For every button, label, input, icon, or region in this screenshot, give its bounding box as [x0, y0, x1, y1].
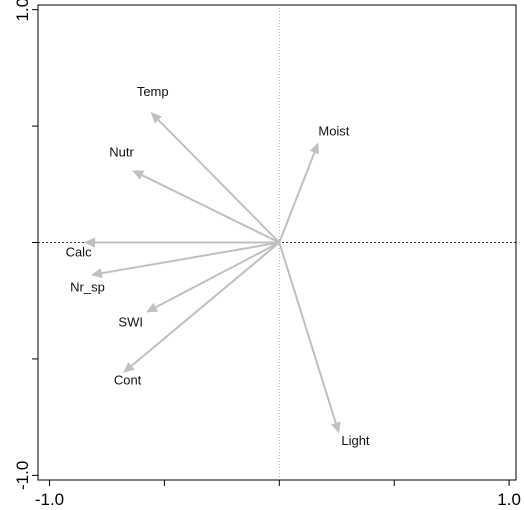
arrow-light	[278, 242, 341, 434]
arrow-shaft-cont	[130, 241, 280, 367]
arrow-label-light: Light	[341, 433, 370, 448]
x-tick-label-1: 1.0	[497, 490, 521, 509]
y-tick-label-0: 1.0	[13, 0, 32, 21]
arrow-temp	[150, 112, 281, 244]
y-tick-label-1: -1.0	[13, 461, 32, 490]
arrow-head-swi	[146, 302, 159, 313]
arrow-labels-layer: Temp Nutr Moist Calc Nr_sp SWI Cont Light	[66, 84, 370, 448]
arrow-head-calc	[83, 237, 95, 248]
arrow-cont	[123, 241, 280, 373]
arrow-label-swi: SWI	[118, 314, 143, 329]
arrow-head-nr-sp	[90, 268, 103, 279]
arrow-shaft-nutr	[141, 174, 280, 244]
arrow-label-temp: Temp	[137, 84, 169, 99]
arrow-swi	[146, 241, 280, 313]
arrows-layer	[83, 112, 341, 434]
arrow-shaft-swi	[155, 241, 280, 309]
arrow-label-calc: Calc	[66, 244, 93, 259]
arrow-label-moist: Moist	[318, 123, 349, 138]
arrow-moist	[278, 142, 320, 243]
arrow-head-light	[330, 421, 341, 434]
arrow-nr-sp	[90, 241, 280, 279]
arrow-head-moist	[309, 142, 320, 155]
arrow-calc	[83, 237, 280, 248]
arrow-shaft-light	[278, 242, 337, 424]
arrow-head-temp	[150, 112, 162, 124]
arrow-label-nr-sp: Nr_sp	[70, 279, 105, 294]
arrow-shaft-nr-sp	[101, 241, 280, 275]
arrow-label-cont: Cont	[114, 373, 142, 388]
arrow-label-nutr: Nutr	[109, 144, 134, 159]
arrow-shaft-moist	[278, 152, 316, 243]
arrow-head-nutr	[132, 170, 145, 180]
arrow-shaft-temp	[157, 119, 281, 244]
arrow-nutr	[132, 170, 280, 244]
x-tick-label-0: -1.0	[35, 490, 64, 509]
arrow-head-cont	[123, 362, 135, 373]
